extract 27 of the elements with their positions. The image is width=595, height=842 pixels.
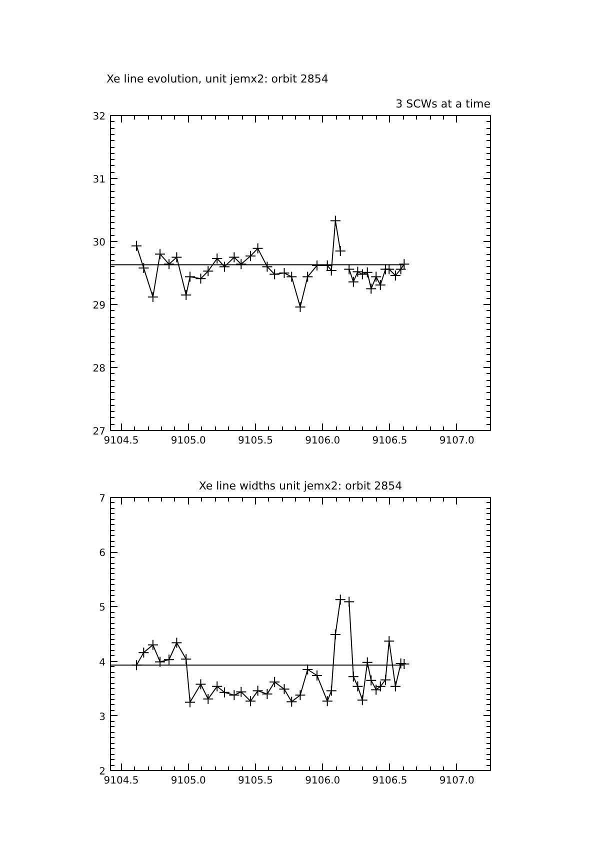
x-tick-label: 9106.5: [372, 776, 408, 786]
x-tick-label: 9105.5: [238, 436, 274, 446]
x-tick-label: 9107.0: [439, 776, 474, 786]
y-tick-label: 30: [92, 238, 106, 248]
y-tick-label: 27: [92, 426, 106, 438]
x-tick-label: 9105.0: [170, 436, 206, 446]
x-tick-label: 9107.0: [439, 436, 474, 446]
chart-title: Xe line evolution, unit jemx2: orbit 2854: [106, 72, 328, 86]
x-tick-label: 9106.5: [372, 436, 408, 446]
y-tick-label: 4: [99, 657, 106, 668]
x-tick-label: 9104.5: [104, 776, 139, 786]
y-tick-label: 32: [92, 112, 106, 122]
text: 3 SCWs at a time: [396, 98, 491, 110]
x-tick-label: 9106.0: [305, 776, 340, 786]
x-tick-label: 9105.0: [170, 776, 206, 786]
chart-title: Xe line widths unit jemx2: orbit 2854: [198, 480, 402, 492]
y-tick-label: 5: [99, 602, 106, 614]
y-tick-label: 29: [92, 300, 106, 312]
x-tick-label: 9105.5: [238, 776, 274, 786]
x-tick-label: 9106.0: [305, 436, 340, 446]
y-tick-label: 31: [92, 174, 106, 186]
y-tick-label: 3: [99, 712, 106, 723]
y-tick-label: 6: [99, 548, 106, 560]
x-tick-label: 9104.5: [104, 436, 139, 446]
y-tick-label: 28: [92, 364, 106, 374]
y-tick-label: 2: [99, 766, 106, 778]
y-tick-label: 7: [99, 494, 106, 504]
